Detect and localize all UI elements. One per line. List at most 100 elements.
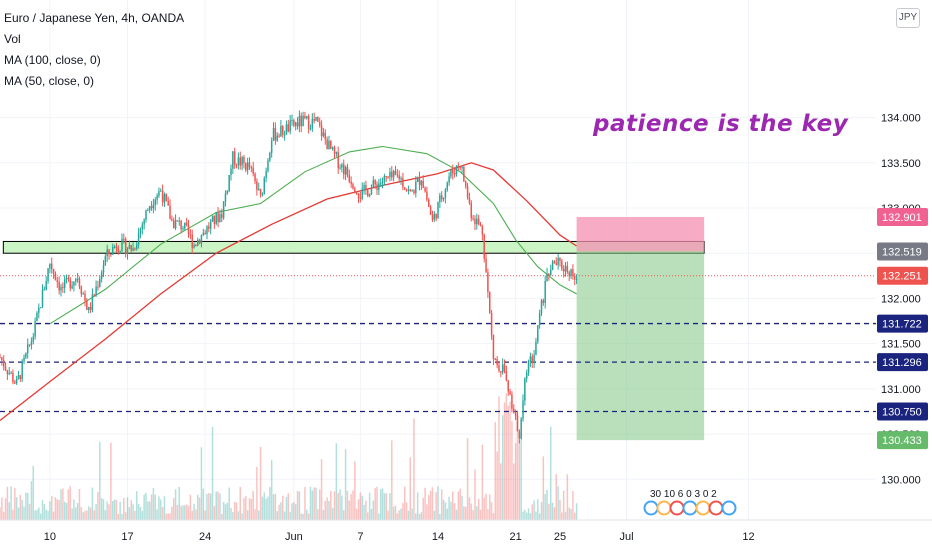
volume-bar <box>0 507 1 520</box>
volume-bar <box>12 509 14 520</box>
candle-body <box>106 249 108 257</box>
candle-body <box>196 239 199 246</box>
candle-body <box>361 188 363 199</box>
volume-bar <box>34 510 36 520</box>
candle-body <box>354 188 356 193</box>
candle-body <box>439 195 441 203</box>
candle-body <box>184 222 186 229</box>
legend-ma100[interactable]: MA (100, close, 0) <box>4 53 101 67</box>
candle-body <box>500 371 502 373</box>
candle-body <box>346 167 349 176</box>
volume-bar <box>32 465 35 520</box>
candle-body <box>108 249 110 255</box>
volume-bar <box>385 493 388 520</box>
candle-body <box>117 248 120 252</box>
candle-body <box>333 147 336 154</box>
volume-bar <box>322 509 325 520</box>
candle-body <box>350 181 352 185</box>
candle-body <box>544 280 546 303</box>
volume-bar <box>549 426 552 520</box>
volume-bar <box>511 421 513 520</box>
volume-bar <box>63 501 66 520</box>
candle-body <box>123 239 125 241</box>
legend-ma50[interactable]: MA (50, close, 0) <box>4 74 95 88</box>
volume-bar <box>294 504 297 520</box>
volume-bar <box>333 491 336 520</box>
volume-bar <box>387 510 389 520</box>
volume-bar <box>100 498 103 520</box>
volume-bar <box>370 508 373 520</box>
volume-bar <box>400 508 402 520</box>
price-tick-label: 131.000 <box>881 384 921 396</box>
volume-bar <box>479 509 482 520</box>
volume-bar <box>464 506 467 520</box>
price-tick-label: 134.000 <box>881 113 921 125</box>
volume-bar <box>350 494 352 520</box>
candle-body <box>54 273 57 281</box>
candle-body <box>128 245 131 250</box>
volume-bar <box>47 510 49 520</box>
time-tick-label: 10 <box>44 531 56 543</box>
currency-button[interactable]: JPY <box>896 8 920 28</box>
candle-body <box>437 202 439 219</box>
candle-body <box>15 378 18 384</box>
volume-bar <box>257 510 260 520</box>
volume-bar <box>453 503 456 520</box>
volume-bar <box>62 488 64 520</box>
time-tick-label: Jul <box>619 531 633 543</box>
candle-body <box>341 164 343 168</box>
volume-bar <box>439 513 441 520</box>
volume-bar <box>442 499 445 520</box>
volume-bar <box>250 498 253 520</box>
volume-bar <box>574 512 576 520</box>
candle-body <box>283 134 286 136</box>
volume-bar <box>150 494 153 520</box>
volume-bar <box>379 489 382 520</box>
volume-bar <box>531 504 534 520</box>
volume-bar <box>180 505 182 520</box>
candle-body <box>533 354 535 364</box>
volume-bar <box>317 509 319 520</box>
volume-bar <box>485 493 487 520</box>
candle-body <box>385 175 388 177</box>
volume-bar <box>418 513 421 520</box>
price-tick-label: 133.500 <box>881 158 921 170</box>
annotation-text[interactable]: patience is the key <box>593 111 849 137</box>
legend-vol[interactable]: Vol <box>4 32 21 46</box>
candle-body <box>428 199 430 207</box>
volume-bar <box>289 512 291 520</box>
candle-body <box>368 194 371 197</box>
volume-bar <box>235 502 238 520</box>
candle-body <box>1 357 3 361</box>
candle-body <box>394 170 397 175</box>
volume-bar <box>139 506 142 520</box>
legend-symbol[interactable]: Euro / Japanese Yen, 4h, OANDA <box>4 11 185 25</box>
volume-bar <box>224 504 227 520</box>
volume-bar <box>111 501 114 520</box>
volume-bar <box>422 497 424 520</box>
time-tick-label: 17 <box>121 531 133 543</box>
volume-bar <box>136 491 138 520</box>
candle-body <box>324 132 327 140</box>
candle-body <box>182 228 184 230</box>
target-price-badge: 130.433 <box>882 435 922 447</box>
volume-bar <box>115 500 118 520</box>
price-axis: 130.000130.500131.000131.500132.000132.5… <box>876 0 932 550</box>
volume-bar <box>267 496 269 520</box>
candle-body <box>494 358 497 360</box>
candle-body <box>367 190 369 197</box>
volume-bar <box>276 511 278 520</box>
candles <box>0 110 578 444</box>
volume-bar <box>86 510 88 520</box>
candle-body <box>490 312 493 335</box>
candle-body <box>344 167 347 175</box>
volume-bar <box>461 495 463 520</box>
candle-body <box>12 372 14 383</box>
candle-body <box>435 213 437 219</box>
candle-body <box>141 224 144 230</box>
candle-body <box>10 372 12 374</box>
candle-body <box>213 215 216 224</box>
volume-bar <box>195 509 197 520</box>
